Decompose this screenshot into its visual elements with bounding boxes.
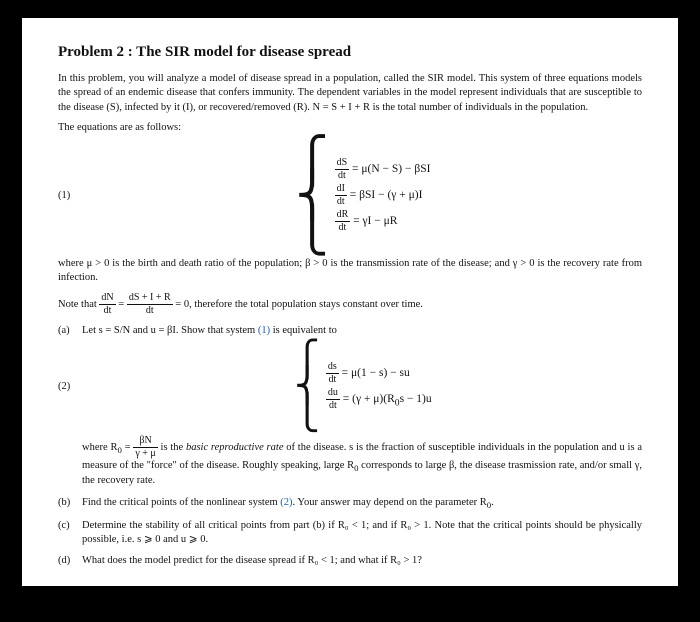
part-c-body: Determine the stability of all critical … [82,519,642,547]
part-a: (a) Let s = S/N and u = βI. Show that sy… [58,324,642,338]
where-paragraph-1: where μ > 0 is the birth and death ratio… [58,257,642,285]
part-a-label: (a) [58,324,82,338]
where-paragraph-2: where R0 = βNγ + μ is the basic reproduc… [58,436,642,489]
equation-2-body: ⎧⎨⎩ dsdt = μ(1 − s) − su dudt = (γ + μ)(… [84,346,642,428]
equation-number-1: (1) [58,189,84,203]
equations-lead: The equations are as follows: [58,121,642,135]
part-b-body: Find the critical points of the nonlinea… [82,496,642,512]
part-c: (c) Determine the stability of all criti… [58,519,642,547]
part-d-body: What does the model predict for the dise… [82,554,642,568]
intro-paragraph: In this problem, you will analyze a mode… [58,72,642,115]
system-2-ref: (2) [280,497,292,508]
part-d-label: (d) [58,554,82,568]
part-a-body: Let s = S/N and u = βI. Show that system… [82,324,642,338]
part-b-label: (b) [58,496,82,512]
equation-system-1: (1) ⎧⎨⎩ dSdt = μ(N − S) − βSI dIdt = βSI… [58,143,642,249]
document-page: Problem 2 : The SIR model for disease sp… [22,18,678,586]
part-c-label: (c) [58,519,82,547]
left-brace-icon: ⎧⎨⎩ [294,346,320,428]
system-1-ref: (1) [258,325,270,336]
note-paragraph: Note that dNdt = dS + I + Rdt = 0, there… [58,293,642,316]
left-brace-icon: ⎧⎨⎩ [296,143,329,249]
equation-1-body: ⎧⎨⎩ dSdt = μ(N − S) − βSI dIdt = βSI − (… [84,143,642,249]
part-d: (d) What does the model predict for the … [58,554,642,568]
problem-title: Problem 2 : The SIR model for disease sp… [58,42,642,62]
equation-number-2: (2) [58,380,84,394]
equation-system-2: (2) ⎧⎨⎩ dsdt = μ(1 − s) − su dudt = (γ +… [58,346,642,428]
part-b: (b) Find the critical points of the nonl… [58,496,642,512]
